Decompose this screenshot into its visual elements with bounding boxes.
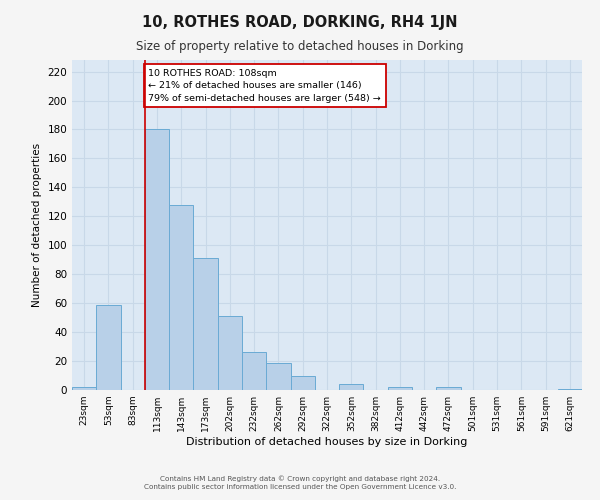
Bar bbox=[145, 130, 169, 390]
Bar bbox=[266, 362, 290, 390]
Bar bbox=[436, 387, 461, 390]
Text: Contains HM Land Registry data © Crown copyright and database right 2024.
Contai: Contains HM Land Registry data © Crown c… bbox=[144, 476, 456, 490]
Text: 10 ROTHES ROAD: 108sqm
← 21% of detached houses are smaller (146)
79% of semi-de: 10 ROTHES ROAD: 108sqm ← 21% of detached… bbox=[149, 68, 381, 102]
Bar bbox=[290, 376, 315, 390]
Bar bbox=[72, 387, 96, 390]
Bar bbox=[193, 258, 218, 390]
Bar bbox=[388, 387, 412, 390]
X-axis label: Distribution of detached houses by size in Dorking: Distribution of detached houses by size … bbox=[187, 437, 467, 447]
Y-axis label: Number of detached properties: Number of detached properties bbox=[32, 143, 42, 307]
Bar bbox=[339, 384, 364, 390]
Bar bbox=[169, 204, 193, 390]
Text: 10, ROTHES ROAD, DORKING, RH4 1JN: 10, ROTHES ROAD, DORKING, RH4 1JN bbox=[142, 15, 458, 30]
Bar bbox=[96, 304, 121, 390]
Bar bbox=[218, 316, 242, 390]
Bar bbox=[242, 352, 266, 390]
Bar bbox=[558, 388, 582, 390]
Text: Size of property relative to detached houses in Dorking: Size of property relative to detached ho… bbox=[136, 40, 464, 53]
